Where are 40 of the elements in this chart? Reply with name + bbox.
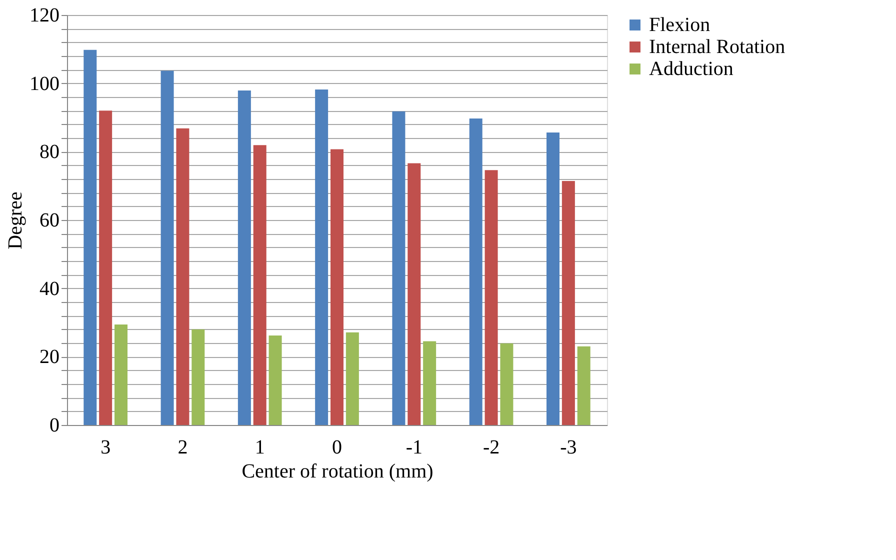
y-tick-label: 120 — [30, 4, 60, 26]
x-tick-label: 2 — [178, 436, 188, 458]
bar — [330, 149, 344, 425]
bar — [423, 341, 436, 425]
bar — [408, 163, 421, 425]
bar — [315, 89, 328, 425]
bar — [253, 145, 266, 425]
legend-label: Internal Rotation — [649, 36, 786, 58]
bar — [160, 70, 174, 425]
legend-label: Flexion — [649, 14, 710, 36]
x-axis-title: Center of rotation (mm) — [242, 460, 434, 482]
y-tick-label: 80 — [40, 141, 60, 164]
bar — [392, 111, 406, 425]
x-tick-label: 0 — [332, 436, 342, 458]
bar — [84, 50, 97, 425]
x-tick-label: 1 — [254, 436, 265, 458]
bar — [346, 332, 359, 425]
bar — [99, 110, 112, 425]
bar — [192, 329, 205, 425]
y-tick-label: 40 — [40, 278, 60, 300]
legend-label: Adduction — [649, 58, 734, 80]
bar — [176, 128, 190, 425]
bar — [469, 118, 482, 425]
bar — [268, 335, 282, 425]
x-tick-label: -1 — [406, 436, 422, 458]
bar — [500, 343, 514, 425]
y-axis-title: Degree — [4, 192, 26, 250]
bar — [114, 324, 128, 425]
bar — [562, 181, 575, 425]
bar — [484, 170, 498, 425]
bar — [577, 346, 590, 425]
x-tick-label: 3 — [100, 436, 111, 458]
bar — [546, 132, 560, 425]
y-tick-label: 20 — [40, 346, 60, 368]
y-tick-label: 0 — [50, 414, 60, 436]
x-tick-label: -2 — [482, 436, 500, 458]
x-tick-label: -3 — [560, 436, 577, 458]
y-tick-label: 60 — [40, 210, 60, 232]
y-tick-label: 100 — [30, 72, 60, 95]
bar — [238, 90, 251, 425]
